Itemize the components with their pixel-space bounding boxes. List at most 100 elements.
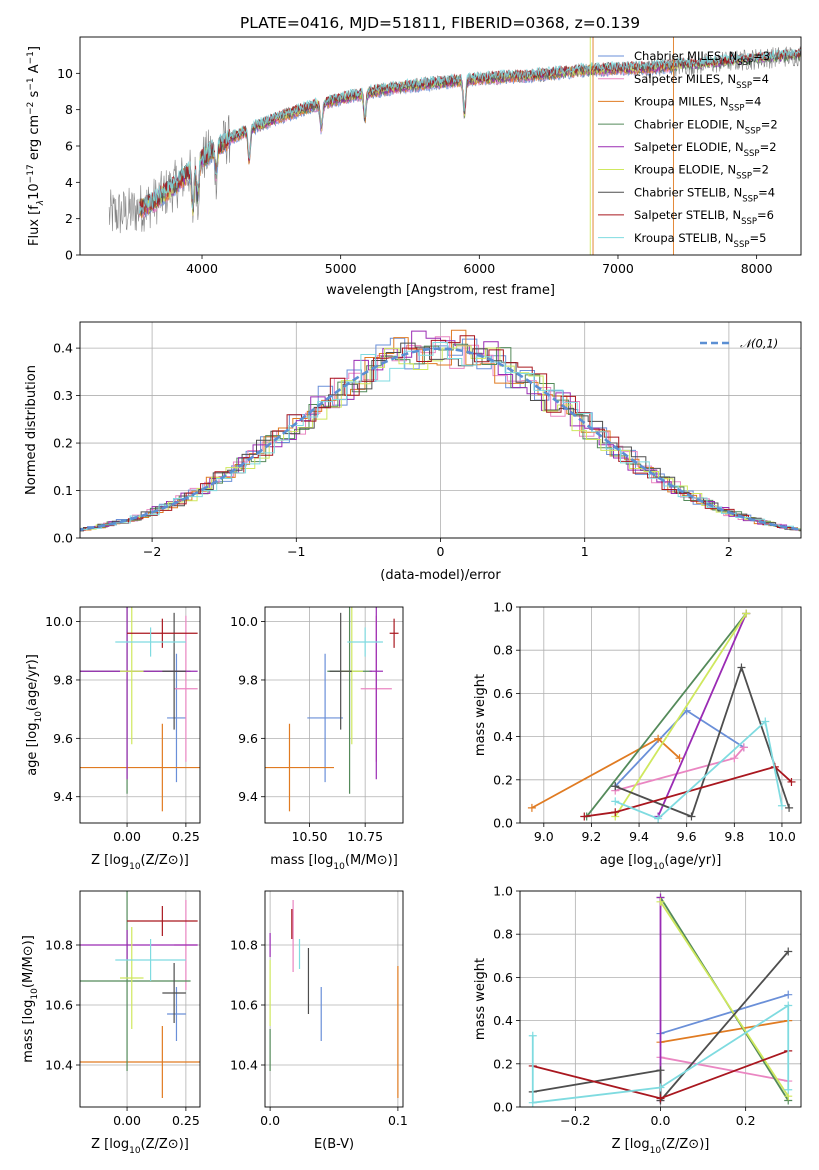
series-point xyxy=(528,1031,537,1040)
errorbar-kroupa-miles xyxy=(265,723,334,812)
x-tick-label: 0.25 xyxy=(172,829,200,844)
series-point xyxy=(656,897,665,906)
x-tick-label: 7000 xyxy=(602,261,634,276)
errorbar-kroupa-stelib xyxy=(347,627,383,657)
model-spectrum-kroupa-stelib xyxy=(139,48,801,215)
series-point xyxy=(528,1098,537,1107)
series-point xyxy=(654,814,663,823)
x-tick-label: 9.0 xyxy=(534,829,554,844)
series-point xyxy=(580,812,589,821)
series-line xyxy=(585,612,747,818)
series-point xyxy=(675,754,684,763)
legend-label-normal: 𝒩(0,1) xyxy=(740,337,778,351)
y-tick-label: 6 xyxy=(65,139,73,154)
x-tick-label: 0.25 xyxy=(172,1113,200,1128)
errorbar-chabrier-stelib xyxy=(162,612,186,730)
y-tick-label: 2 xyxy=(65,211,73,226)
errorbar-salpeter-miles xyxy=(174,615,198,762)
y-tick-label: 0.3 xyxy=(53,388,73,403)
mass-Z-grid xyxy=(80,891,200,1107)
histogram-chabrier-miles xyxy=(80,337,801,530)
residuals-plot-area xyxy=(80,329,801,532)
series-line xyxy=(614,719,783,820)
series-point xyxy=(787,777,796,786)
series-point xyxy=(784,1085,793,1094)
figure-title: PLATE=0416, MJD=51811, FIBERID=0368, z=0… xyxy=(240,14,640,32)
series-point xyxy=(784,947,793,956)
series-line xyxy=(614,709,745,787)
errorbar-chabrier-miles xyxy=(307,653,343,783)
mass-vs-ebv-panel: 0.0 0.1 10.4 10.6 10.8 E(B-V) xyxy=(230,890,408,1152)
y-tick-label: 10.6 xyxy=(45,998,73,1013)
errorbar-kroupa-elodie xyxy=(120,927,144,1029)
errorbar-kroupa-stelib xyxy=(115,627,186,657)
x-tick-label: 5000 xyxy=(325,261,357,276)
y-tick-label: 9.4 xyxy=(238,789,258,804)
errorbar-salpeter-elodie xyxy=(369,607,383,780)
errorbar-kroupa-miles xyxy=(80,1026,200,1098)
series-chabrier-miles xyxy=(611,706,748,791)
series-point xyxy=(527,803,536,812)
series-point xyxy=(739,743,748,752)
errorbar-salpeter-stelib xyxy=(127,618,198,648)
y-tick-label: 0.4 xyxy=(53,341,73,356)
series-kroupa-stelib xyxy=(528,1001,793,1107)
y-tick-label: 0.0 xyxy=(493,1100,513,1115)
weight-Z-frame xyxy=(519,890,802,1108)
legend-label-kroupa-stelib: Kroupa STELIB, NSSP=5 xyxy=(634,231,766,250)
errorbar-kroupa-miles xyxy=(80,723,200,812)
y-tick-label: 10.0 xyxy=(230,614,258,629)
series-kroupa-elodie xyxy=(656,897,793,1101)
legend-label-chabrier-stelib: Chabrier STELIB, NSSP=4 xyxy=(634,185,775,204)
series-point xyxy=(654,734,663,743)
age-mass-grid xyxy=(265,607,403,823)
x-tick-label: 9.8 xyxy=(724,829,744,844)
mass-EBV-plot-area xyxy=(269,900,399,1098)
residuals-frame xyxy=(79,321,802,539)
y-tick-label: 10 xyxy=(57,66,73,81)
x-tick-label: 10.50 xyxy=(292,829,328,844)
x-tick-label: 1 xyxy=(581,544,589,559)
series-kroupa-elodie xyxy=(611,609,751,821)
x-tick-label: 9.2 xyxy=(581,829,601,844)
x-axis-label: mass [log10(M/M⊙)] xyxy=(270,853,398,872)
x-tick-label: 0.0 xyxy=(260,1113,280,1128)
series-line xyxy=(660,993,789,1035)
y-tick-label: 0.1 xyxy=(53,483,73,498)
series-point xyxy=(761,717,770,726)
y-axis-label: Flux [fλ10−17 erg cm−2 s−1 A−1] xyxy=(26,46,46,246)
y-tick-label: 8 xyxy=(65,102,73,117)
histogram-salpeter-miles xyxy=(80,336,801,531)
histogram-kroupa-miles xyxy=(80,329,801,531)
x-tick-label: 6000 xyxy=(463,261,495,276)
age-vs-mass-panel: 10.50 10.75 9.4 9.6 9.8 10.0 mass [log10(M/M⊙)… xyxy=(230,606,404,872)
weight-vs-age-panel: 9.0 9.2 9.4 9.6 9.8 10.0 0.0 0.2 0.4 0.6 0.8 1.0 age… xyxy=(473,600,802,872)
x-tick-label: 0 xyxy=(437,544,445,559)
spectrum-frame xyxy=(79,36,802,256)
x-tick-label: 8000 xyxy=(741,261,773,276)
legend-label-chabrier-miles: Chabrier MILES, NSSP=3 xyxy=(634,49,770,68)
x-axis-label: wavelength [Angstrom, rest frame] xyxy=(326,283,555,298)
series-point xyxy=(687,812,696,821)
mass-vs-metallicity-panel: 0.00 0.25 10.4 10.6 10.8 Z [log10(Z/Z⊙)] mass … xyxy=(21,890,201,1156)
series-chabrier-stelib xyxy=(611,663,794,821)
spectrum-plot-area xyxy=(108,37,801,255)
x-tick-label: 2 xyxy=(725,544,733,559)
weight-Z-plot-area xyxy=(528,893,793,1107)
errorbar-chabrier-miles xyxy=(167,653,186,783)
x-tick-label: 10.0 xyxy=(768,829,796,844)
y-tick-label: 0 xyxy=(65,248,73,263)
legend-label-salpeter-stelib: Salpeter STELIB, NSSP=6 xyxy=(634,208,774,227)
y-axis-label: Normed distribution xyxy=(24,365,39,495)
series-salpeter-miles xyxy=(611,743,748,795)
x-tick-label: −2 xyxy=(143,544,161,559)
age-mass-frame xyxy=(264,606,404,824)
y-tick-label: 9.6 xyxy=(53,731,73,746)
series-point xyxy=(730,754,739,763)
x-axis-label: E(B-V) xyxy=(314,1137,354,1152)
x-axis-label: age [log10(age/yr)] xyxy=(600,853,722,872)
mass-Z-plot-area xyxy=(80,891,200,1098)
series-kroupa-miles xyxy=(656,1016,793,1047)
x-tick-label: −0.2 xyxy=(560,1113,590,1128)
series-point xyxy=(611,782,620,791)
